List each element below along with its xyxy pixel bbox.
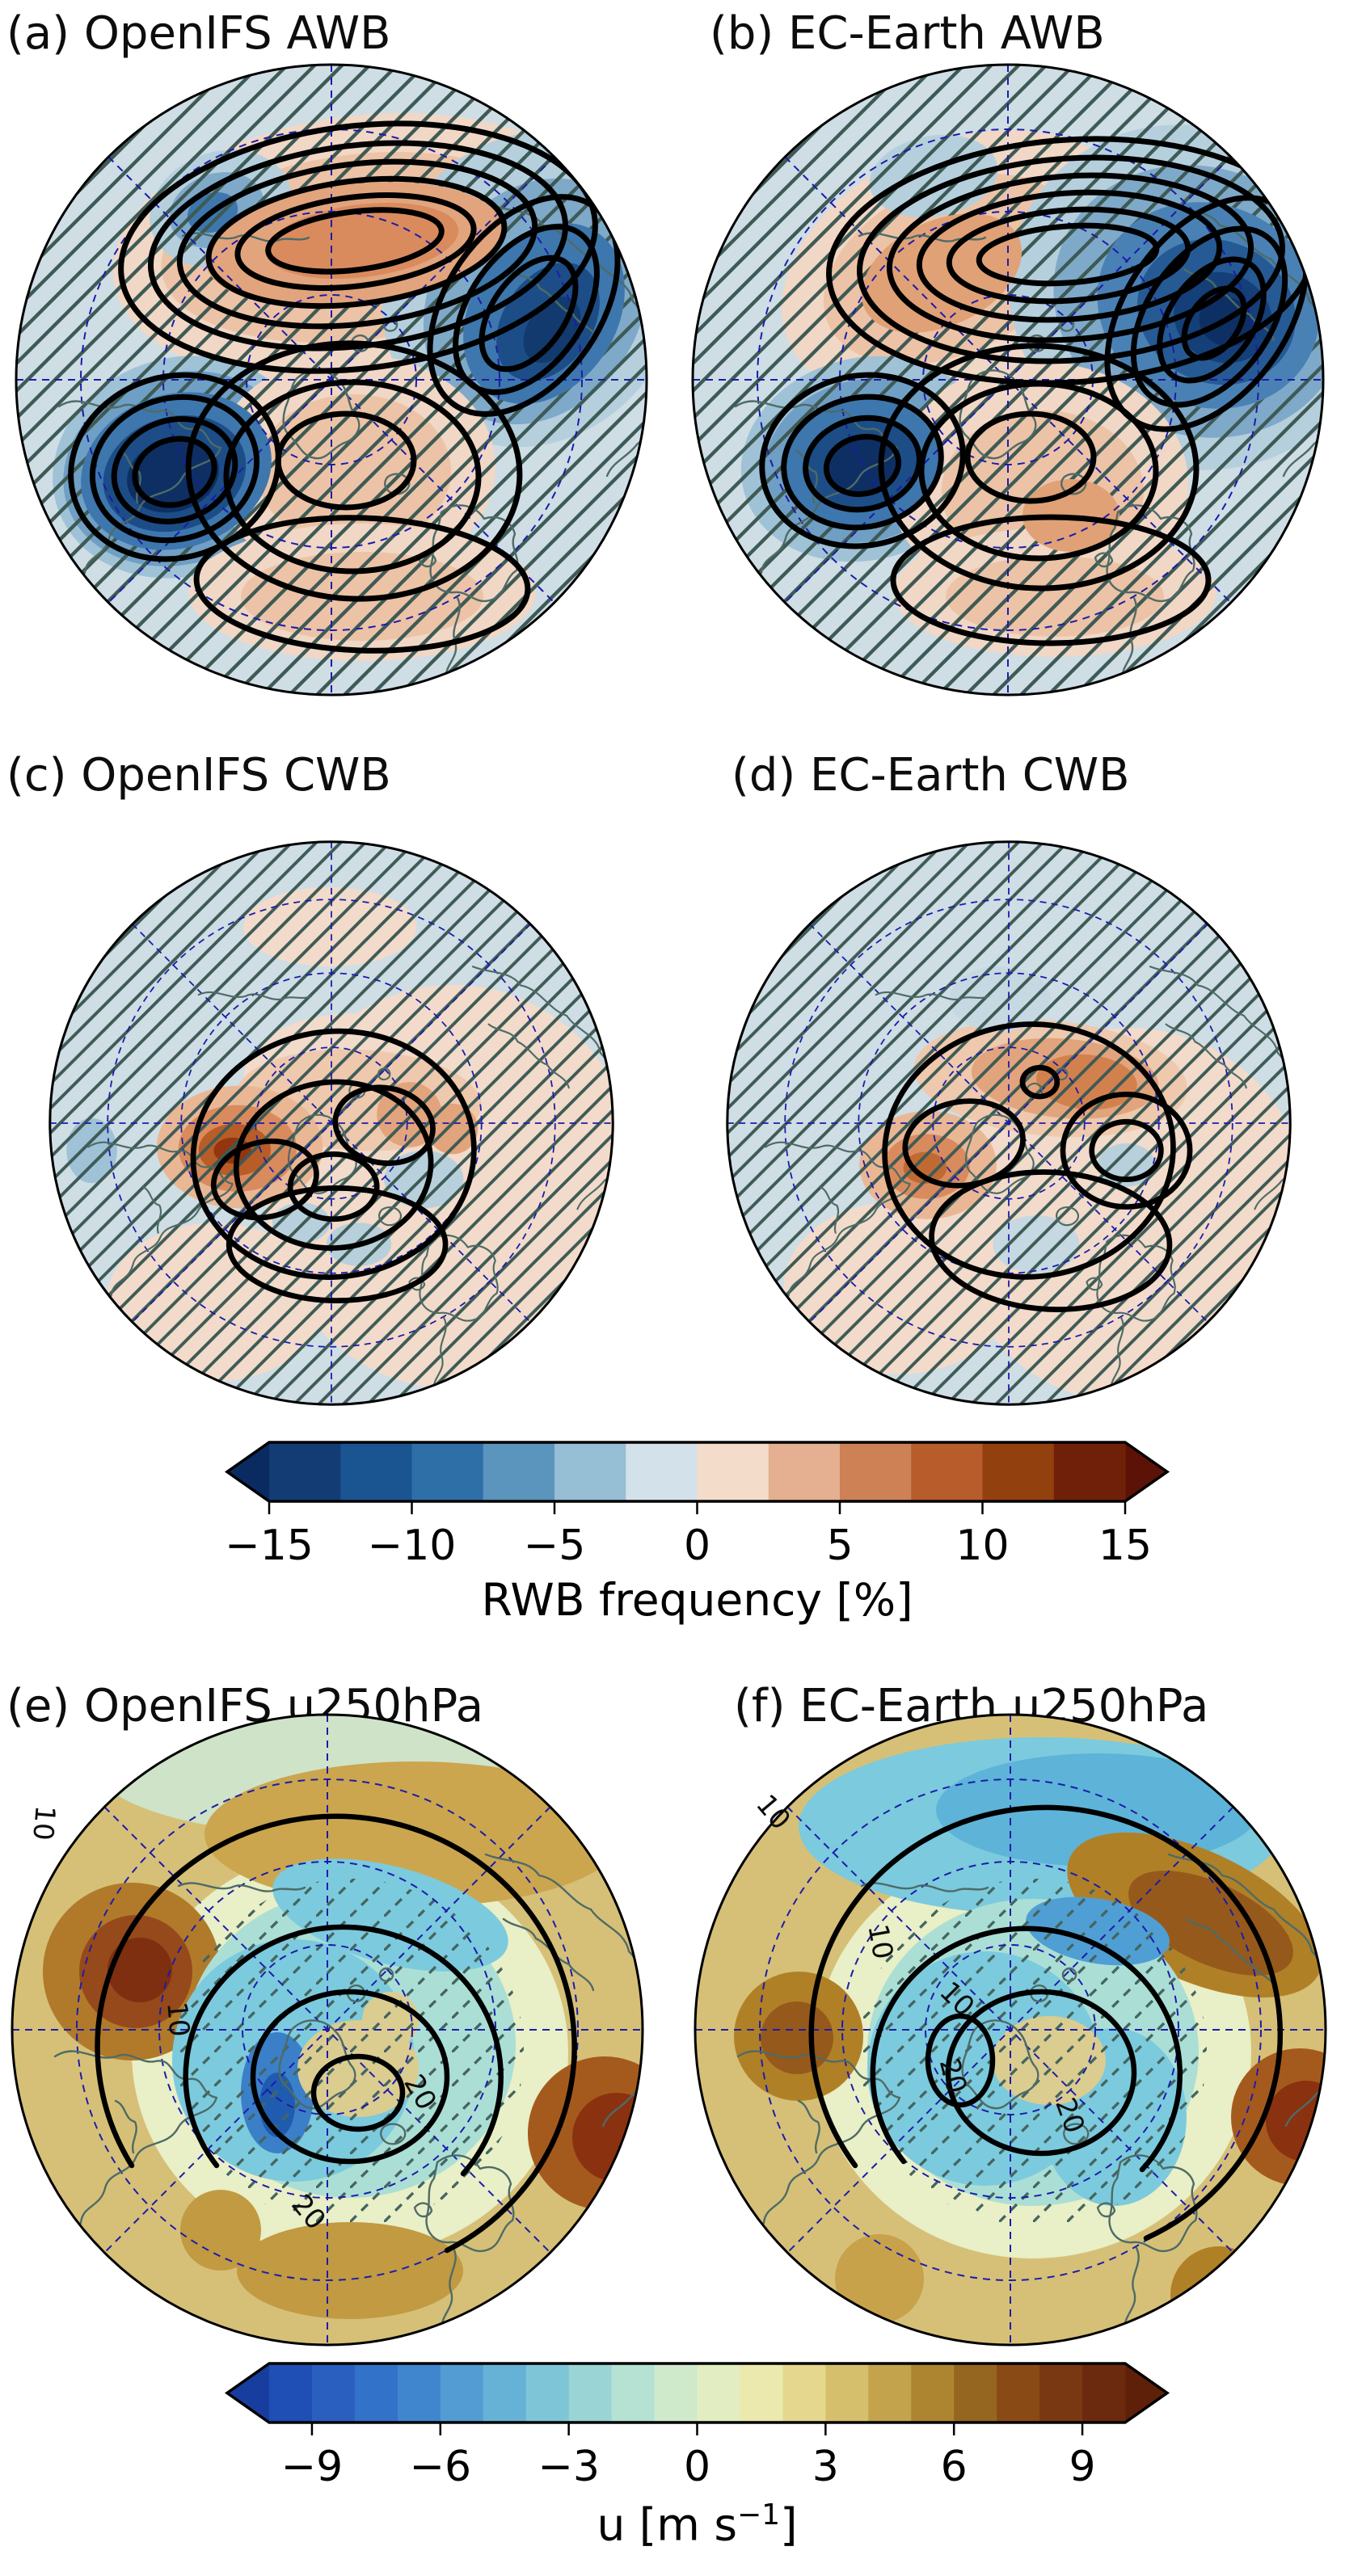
panel-f-map: 10 10 10 20 20	[694, 1713, 1327, 2347]
panel-d-title: (d) EC-Earth CWB	[732, 749, 1130, 802]
svg-text:3: 3	[812, 2443, 839, 2491]
svg-text:0: 0	[684, 1522, 710, 1570]
panel-a-map	[15, 63, 648, 697]
graticule	[12, 1715, 643, 2345]
svg-text:−15: −15	[225, 1522, 314, 1570]
svg-text:6: 6	[941, 2443, 968, 2491]
contour-label: 10	[26, 1804, 61, 1842]
map-boundary	[694, 1713, 1327, 2347]
svg-text:−6: −6	[409, 2443, 471, 2491]
colorbar-u-label-sup: −1	[736, 2498, 781, 2532]
colorbar-rwb: −15 −10 −5 0 5 10 15	[224, 1441, 1170, 1570]
colorbar-u: −9 −6 −3 0 3 6 9	[224, 2362, 1170, 2491]
svg-text:10: 10	[955, 1522, 1009, 1570]
panel-e-map: 10 10 20 20	[11, 1713, 644, 2347]
map-boundary	[15, 63, 648, 697]
panel-d-field	[727, 841, 1291, 1405]
map-boundary	[726, 840, 1292, 1406]
svg-text:9: 9	[1069, 2443, 1096, 2491]
u-contours	[95, 1813, 577, 2254]
panel-e-field	[12, 1715, 643, 2345]
climatology-contours	[68, 120, 621, 654]
map-boundary	[691, 63, 1325, 697]
colorbar-rwb-label: RWB frequency [%]	[481, 1574, 913, 1626]
panel-c-title: (c) OpenIFS CWB	[6, 749, 391, 802]
panel-f-field	[695, 1715, 1326, 2345]
climatology-contours	[759, 136, 1316, 646]
svg-text:−5: −5	[524, 1522, 586, 1570]
climatology-contours	[882, 1021, 1193, 1312]
panel-a-title: (a) OpenIFS AWB	[6, 7, 391, 60]
panel-a-field	[16, 65, 647, 695]
svg-text:15: 15	[1098, 1522, 1152, 1570]
u-contours	[808, 1804, 1284, 2241]
colorbar-u-label-close: ]	[780, 2498, 798, 2551]
panel-b-title: (b) EC-Earth AWB	[710, 7, 1105, 60]
climatology-contours	[190, 1028, 477, 1303]
colorbar-u-label: u [m s−1]	[269, 2498, 1125, 2550]
colorbar-u-label-prefix: u [m s	[597, 2498, 737, 2551]
contour-label: 10	[160, 2001, 196, 2039]
svg-text:−3: −3	[538, 2443, 600, 2491]
panel-d-map	[726, 840, 1292, 1406]
graticule	[727, 841, 1291, 1405]
svg-text:−10: −10	[368, 1522, 457, 1570]
contour-label: 10	[861, 1921, 899, 1962]
svg-text:0: 0	[684, 2443, 710, 2491]
panel-c-map	[48, 840, 614, 1406]
panel-b-field	[693, 65, 1323, 695]
svg-text:5: 5	[826, 1522, 853, 1570]
panel-b-map	[691, 63, 1325, 697]
map-boundary	[11, 1713, 644, 2347]
graticule	[49, 841, 613, 1405]
map-boundary	[48, 840, 614, 1406]
svg-text:−9: −9	[281, 2443, 344, 2491]
panel-c-field	[49, 841, 613, 1405]
